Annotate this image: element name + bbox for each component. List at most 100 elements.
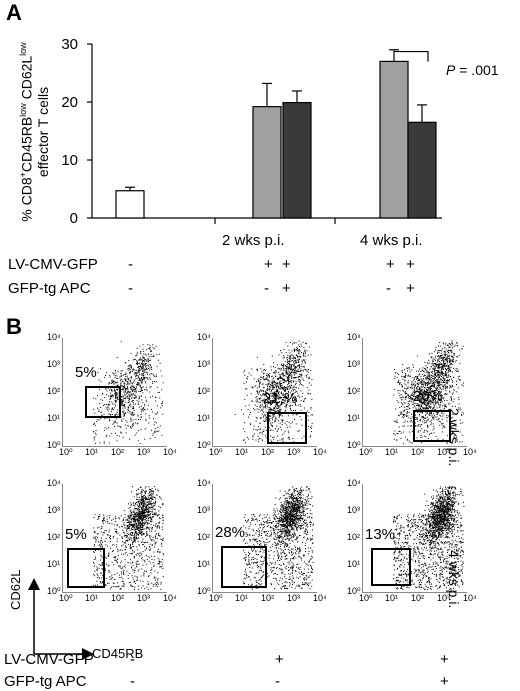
event-dot: [267, 400, 269, 402]
event-dot: [407, 380, 409, 382]
event-dot: [143, 505, 145, 507]
event-dot: [412, 394, 414, 396]
event-dot: [157, 412, 158, 414]
event-dot: [129, 511, 131, 513]
event-dot: [112, 537, 114, 539]
event-dot: [152, 374, 154, 376]
event-dot: [284, 402, 285, 404]
event-dot: [124, 397, 126, 399]
event-dot: [424, 420, 426, 422]
event-dot: [128, 402, 130, 404]
event-dot: [101, 563, 103, 565]
event-dot: [140, 387, 142, 389]
event-dot: [127, 390, 129, 392]
event-dot: [429, 400, 431, 402]
event-dot: [434, 394, 436, 396]
event-dot: [277, 390, 279, 392]
event-dot: [145, 514, 147, 516]
event-dot: [286, 363, 288, 365]
event-dot: [420, 404, 422, 406]
event-dot: [403, 410, 405, 412]
event-dot: [139, 498, 141, 500]
event-dot: [260, 389, 262, 391]
event-dot: [435, 364, 437, 366]
event-dot: [420, 402, 422, 403]
event-dot: [260, 376, 262, 378]
event-dot: [311, 379, 313, 380]
event-dot: [139, 369, 141, 371]
event-dot: [445, 375, 446, 376]
event-dot: [152, 536, 154, 538]
event-dot: [262, 408, 264, 410]
event-dot: [148, 506, 150, 508]
event-dot: [430, 401, 432, 403]
event-dot: [415, 425, 417, 426]
event-dot: [128, 524, 130, 526]
event-dot: [456, 391, 458, 393]
event-dot: [420, 382, 422, 384]
event-dot: [289, 407, 291, 409]
event-dot: [97, 527, 99, 529]
event-dot: [140, 558, 142, 560]
event-dot: [293, 358, 295, 360]
event-dot: [155, 533, 157, 535]
event-dot: [283, 375, 284, 377]
event-dot: [444, 373, 446, 375]
event-dot: [283, 399, 284, 401]
event-dot: [425, 436, 427, 438]
event-dot: [460, 379, 462, 381]
event-dot: [441, 373, 443, 375]
event-dot: [432, 429, 434, 431]
event-dot: [120, 426, 122, 427]
event-dot: [445, 373, 447, 375]
event-dot: [132, 569, 134, 571]
event-dot: [296, 359, 298, 361]
event-dot: [279, 381, 281, 383]
event-dot: [298, 395, 300, 397]
event-dot: [435, 392, 437, 394]
event-dot: [145, 510, 147, 512]
event-dot: [140, 405, 142, 407]
event-dot: [452, 401, 454, 403]
event-dot: [131, 412, 133, 414]
event-dot: [271, 379, 273, 381]
event-dot: [134, 586, 136, 588]
event-dot: [425, 383, 426, 385]
event-dot: [278, 391, 280, 393]
event-dot: [426, 382, 428, 384]
event-dot: [140, 388, 142, 390]
event-dot: [129, 537, 131, 539]
event-dot: [252, 436, 254, 438]
event-dot: [283, 355, 285, 357]
event-dot: [123, 405, 125, 407]
event-dot: [284, 386, 286, 388]
event-dot: [299, 374, 301, 376]
event-dot: [143, 353, 145, 355]
event-dot: [404, 392, 406, 394]
event-dot: [127, 397, 129, 399]
event-dot: [142, 551, 144, 552]
event-dot: [420, 418, 421, 420]
event-dot: [293, 399, 295, 401]
event-dot: [417, 398, 418, 400]
event-dot: [126, 518, 128, 520]
event-dot: [99, 542, 101, 544]
event-dot: [418, 406, 420, 408]
event-dot: [93, 552, 95, 553]
event-dot: [146, 548, 148, 550]
event-dot: [123, 574, 125, 575]
event-dot: [127, 503, 129, 505]
event-dot: [124, 424, 126, 426]
significance-bracket: [394, 50, 429, 62]
event-dot: [129, 386, 131, 388]
bar: [379, 60, 409, 219]
event-dot: [141, 527, 143, 529]
event-dot: [417, 385, 419, 387]
event-dot: [105, 530, 107, 532]
event-dot: [98, 409, 100, 411]
event-dot: [151, 569, 153, 571]
event-dot: [145, 498, 147, 500]
event-dot: [126, 529, 128, 531]
event-dot: [443, 375, 445, 377]
event-dot: [127, 562, 129, 564]
